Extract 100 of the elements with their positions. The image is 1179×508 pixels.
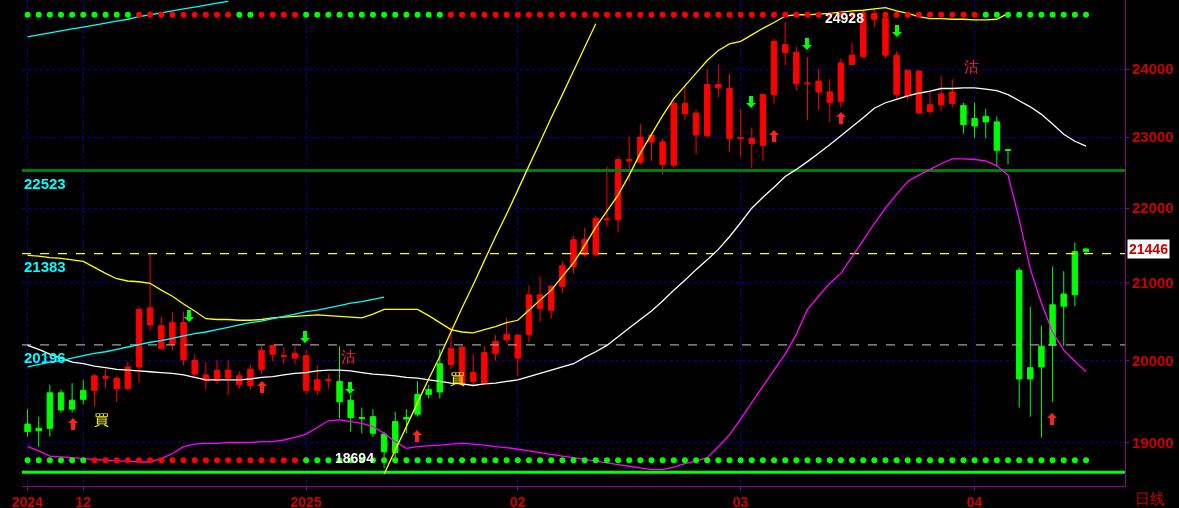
ref-line-label: 22523 (24, 175, 66, 192)
candlestick (436, 348, 444, 400)
candlestick (158, 315, 165, 350)
candlestick (68, 382, 76, 413)
candlestick (837, 57, 845, 109)
candlestick (1004, 148, 1012, 165)
candlestick (336, 345, 343, 419)
candlestick (681, 85, 689, 121)
annotation: 18694 (335, 450, 375, 466)
x-tick-label: 2024 (11, 493, 44, 508)
candlestick (737, 109, 744, 158)
candlestick (949, 78, 956, 109)
candlestick (559, 260, 566, 294)
candlestick (514, 333, 522, 378)
candlestick (146, 253, 154, 331)
x-tick-label: 03 (732, 493, 749, 508)
candlestick (1049, 266, 1056, 403)
candlestick (770, 38, 778, 104)
y-tick-label: 23000 (1132, 128, 1174, 146)
candlestick (236, 371, 243, 390)
x-tick-label: 02 (510, 493, 526, 508)
candlestick (169, 311, 176, 351)
candlestick (570, 235, 577, 274)
candlestick (592, 214, 600, 258)
annotation: 沽 (341, 348, 356, 366)
candlestick (960, 102, 967, 135)
candlestick (759, 93, 767, 162)
candlestick (347, 393, 354, 433)
candlestick (826, 78, 833, 123)
text: 日线 (1135, 490, 1165, 508)
candlestick (481, 345, 488, 386)
candlestick (547, 284, 555, 320)
line-series (26, 296, 385, 368)
candlestick (135, 305, 143, 384)
candlestick (80, 379, 87, 405)
candlestick (247, 364, 254, 391)
candlestick (202, 361, 210, 391)
candlestick (403, 408, 410, 434)
candlestick (715, 63, 722, 98)
candlestick (1071, 242, 1079, 307)
candlestick (536, 275, 544, 323)
candlestick (937, 75, 945, 112)
ref-line-label: 21383 (24, 258, 66, 275)
candlestick (1015, 266, 1023, 409)
candlestick (258, 344, 265, 375)
candlestick (1082, 247, 1090, 256)
x-tick-label: 12 (75, 493, 92, 508)
candlestick (748, 126, 755, 169)
candlestick (124, 360, 132, 391)
y-tick-label: 19000 (1132, 433, 1174, 451)
candlestick (793, 46, 800, 92)
line-series (26, 158, 1087, 471)
candlestick (904, 68, 911, 102)
candlestick (291, 345, 299, 365)
candlestick (180, 311, 187, 366)
candlestick (670, 100, 677, 169)
candlestick (325, 373, 332, 390)
candlestick (91, 373, 98, 408)
text: 21446 (1129, 241, 1169, 257)
candlestick (703, 68, 711, 139)
x-tick-label: 2025 (290, 493, 322, 508)
candlestick (314, 364, 321, 396)
candlestick (102, 368, 109, 389)
candlestick (971, 102, 978, 139)
candlestick (893, 50, 900, 100)
candlestick (358, 407, 366, 434)
candlestick (625, 136, 633, 183)
candlestick (1038, 325, 1045, 438)
candlestick (926, 91, 934, 115)
candlestick (302, 349, 310, 395)
candlestick (24, 408, 31, 438)
candlestick (603, 166, 611, 227)
candlestick (224, 360, 232, 396)
line-series (26, 0, 229, 38)
candlestick (781, 21, 789, 66)
candlestick (35, 416, 42, 448)
candlestick (380, 431, 388, 469)
annotation: 買 (94, 411, 109, 429)
candlestick (915, 69, 923, 115)
candlestick (46, 384, 54, 438)
candlestick (369, 408, 377, 438)
candlestick (659, 138, 666, 175)
candlestick (804, 56, 811, 121)
candlestick (1060, 270, 1067, 347)
candlestick (425, 384, 432, 400)
candlestick (503, 317, 510, 344)
candlestick (848, 42, 856, 66)
candlestick (280, 346, 288, 365)
x-tick-label: 04 (966, 493, 983, 508)
line-series (26, 87, 1087, 387)
candlestick (525, 285, 533, 343)
candlestick (1027, 306, 1034, 418)
y-tick-label: 21000 (1132, 273, 1174, 291)
candlestick (269, 344, 276, 362)
candlestick (692, 109, 700, 156)
y-tick-label: 20000 (1132, 351, 1174, 369)
y-tick-label: 24000 (1132, 60, 1174, 78)
candlestick (113, 376, 120, 403)
candlestick (726, 73, 733, 153)
candlestick (871, 7, 878, 28)
